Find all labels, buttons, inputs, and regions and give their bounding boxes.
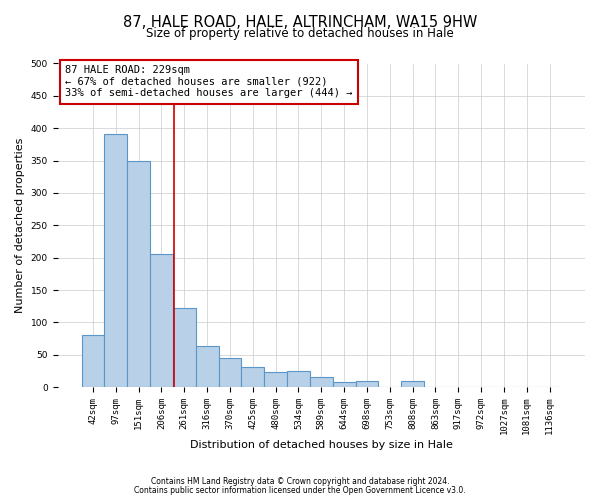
Bar (241, 367, 264, 387)
X-axis label: Distribution of detached houses by size in Hale: Distribution of detached houses by size … (190, 440, 453, 450)
Bar (82, 334, 104, 387)
Text: 87 HALE ROAD: 229sqm
← 67% of detached houses are smaller (922)
33% of semi-deta: 87 HALE ROAD: 229sqm ← 67% of detached h… (65, 65, 353, 98)
Bar (104, 134, 127, 387)
Y-axis label: Number of detached properties: Number of detached properties (15, 138, 25, 313)
Bar (401, 380, 424, 387)
Bar (127, 160, 150, 387)
Bar (332, 382, 356, 387)
Bar (173, 308, 196, 387)
Bar (310, 376, 332, 387)
Bar (218, 358, 241, 387)
Text: 87, HALE ROAD, HALE, ALTRINCHAM, WA15 9HW: 87, HALE ROAD, HALE, ALTRINCHAM, WA15 9H… (123, 15, 477, 30)
Text: Contains public sector information licensed under the Open Government Licence v3: Contains public sector information licen… (134, 486, 466, 495)
Bar (356, 380, 379, 387)
Text: Contains HM Land Registry data © Crown copyright and database right 2024.: Contains HM Land Registry data © Crown c… (151, 477, 449, 486)
Bar (287, 371, 310, 387)
Text: Size of property relative to detached houses in Hale: Size of property relative to detached ho… (146, 28, 454, 40)
Bar (150, 254, 173, 387)
Bar (264, 372, 287, 387)
Bar (196, 346, 218, 387)
